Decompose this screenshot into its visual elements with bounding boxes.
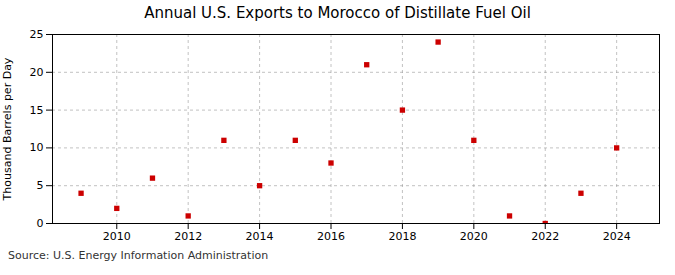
svg-text:25: 25 [30,28,44,41]
html-text:Source: U.S. Energy Informatio: Source: U.S. Energy Information Administ… [8,249,269,262]
svg-text:5: 5 [37,179,44,192]
svg-text:0: 0 [37,217,44,230]
svg-text:20: 20 [30,66,44,79]
svg-text:2022: 2022 [531,230,559,243]
svg-text:2018: 2018 [388,230,416,243]
svg-text:Thousand Barrels per Day: Thousand Barrels per Day [1,57,14,201]
svg-text:2020: 2020 [460,230,488,243]
svg-text:2012: 2012 [174,230,202,243]
svg-text:2024: 2024 [603,230,631,243]
svg-text:2016: 2016 [317,230,345,243]
html-text:Annual U.S. Exports to Morocco: Annual U.S. Exports to Morocco of Distil… [144,4,531,22]
svg-text:15: 15 [30,104,44,117]
svg-text:2010: 2010 [103,230,131,243]
svg-text:2014: 2014 [246,230,274,243]
svg-text:10: 10 [30,141,44,154]
